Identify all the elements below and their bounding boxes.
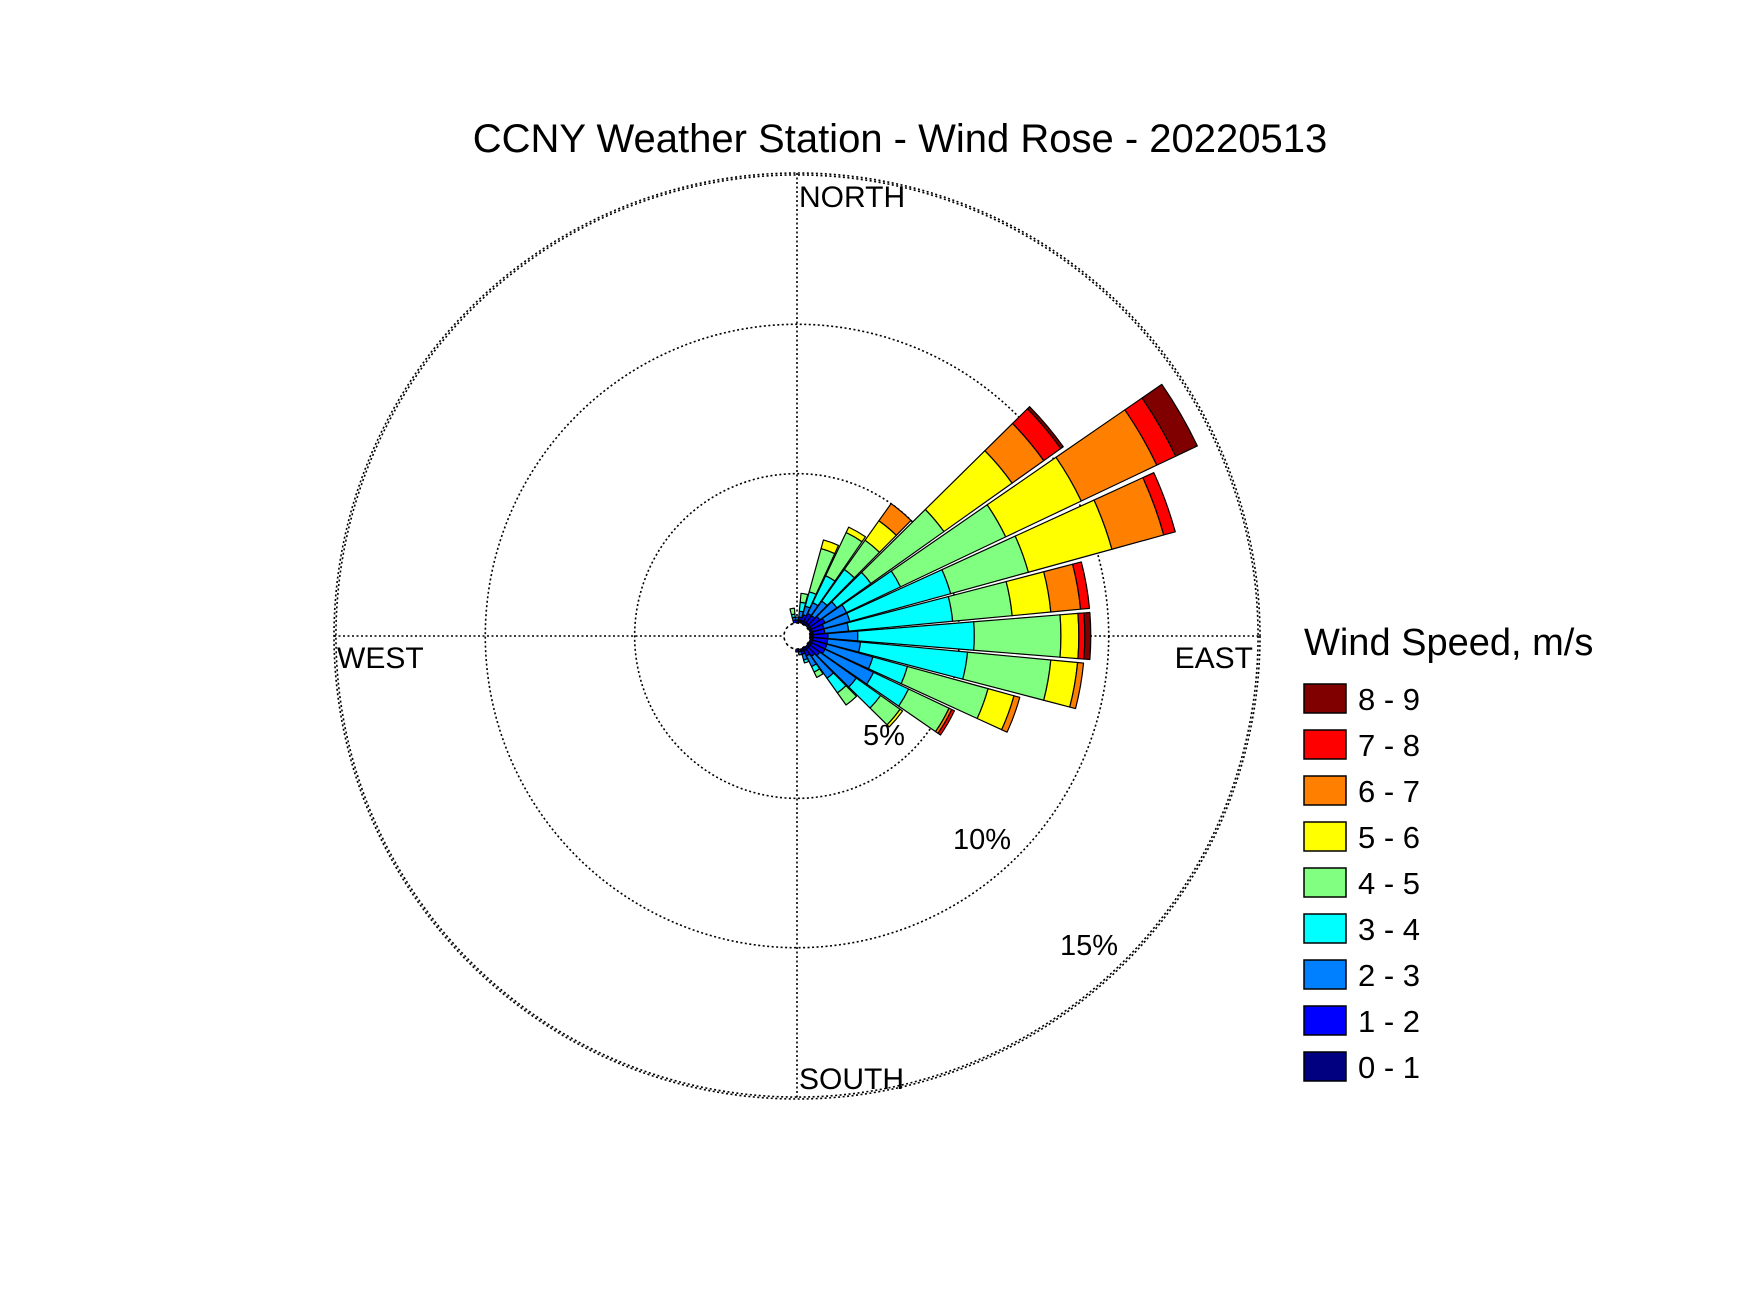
wind-sector-segment bbox=[1083, 611, 1092, 661]
legend-swatch bbox=[1303, 775, 1347, 806]
wind-sector-segment bbox=[973, 614, 1062, 658]
direction-label: NORTH bbox=[799, 181, 905, 214]
wind-sector-segment bbox=[797, 650, 803, 656]
legend-label: 5 - 6 bbox=[1358, 820, 1420, 855]
legend-swatch bbox=[1303, 729, 1347, 760]
wind-sector-segment bbox=[803, 658, 810, 664]
direction-label: EAST bbox=[1175, 642, 1253, 675]
wind-sector-segment bbox=[845, 526, 867, 543]
wind-sector-segment bbox=[937, 708, 956, 736]
wind-sector-segment bbox=[1142, 472, 1176, 536]
wind-sector-segment bbox=[1005, 571, 1052, 617]
legend-label: 2 - 3 bbox=[1358, 958, 1420, 993]
wind-sectors bbox=[789, 383, 1198, 736]
wind-sector-segment bbox=[1072, 561, 1091, 610]
legend-label: 6 - 7 bbox=[1358, 774, 1420, 809]
direction-label: SOUTH bbox=[799, 1063, 904, 1096]
wind-sector-segment bbox=[836, 685, 858, 706]
wind-sector-segment bbox=[1001, 695, 1021, 733]
legend-swatch bbox=[1303, 913, 1347, 944]
legend: 8 - 9 7 - 8 6 - 7 5 - 6 4 - 5 3 - 4 2 - 3 1 - 2… bbox=[1303, 682, 1420, 1085]
legend-swatch bbox=[1303, 959, 1347, 990]
center-circle bbox=[783, 622, 811, 650]
wind-sector-segment bbox=[878, 503, 912, 536]
legend-label: 8 - 9 bbox=[1358, 682, 1420, 717]
direction-labels: NORTH EAST SOUTH WEST bbox=[337, 181, 1253, 1096]
legend-swatch bbox=[1303, 867, 1347, 898]
wind-sector-segment bbox=[820, 539, 840, 555]
wind-sector-segment bbox=[1069, 661, 1085, 710]
legend-label: 7 - 8 bbox=[1358, 728, 1420, 763]
legend-label: 4 - 5 bbox=[1358, 866, 1420, 901]
legend-title: Wind Speed, m/s bbox=[1304, 622, 1593, 664]
chart-title: CCNY Weather Station - Wind Rose - 20220… bbox=[473, 117, 1328, 161]
wind-sector-segment bbox=[1141, 383, 1198, 457]
wind-sector-segment bbox=[813, 668, 824, 679]
legend-swatch bbox=[1303, 683, 1347, 714]
legend-swatch bbox=[1303, 821, 1347, 852]
center-hole bbox=[783, 622, 811, 650]
wind-sector-segment bbox=[886, 708, 904, 728]
radial-tick-label: 10% bbox=[953, 824, 1011, 856]
legend-label: 1 - 2 bbox=[1358, 1004, 1420, 1039]
wind-sector-segment bbox=[1059, 612, 1080, 660]
legend-swatch bbox=[1303, 1051, 1347, 1082]
radial-tick-label: 15% bbox=[1060, 930, 1118, 962]
radial-tick-label: 5% bbox=[863, 720, 905, 752]
direction-label: WEST bbox=[337, 642, 424, 675]
legend-swatch bbox=[1303, 1005, 1347, 1036]
wind-sector-segment bbox=[789, 607, 796, 616]
wind-sector-segment bbox=[1026, 406, 1064, 450]
legend-label: 0 - 1 bbox=[1358, 1050, 1420, 1085]
radial-tick-labels: 5% 10% 15% bbox=[863, 720, 1118, 962]
legend-label: 3 - 4 bbox=[1358, 912, 1420, 947]
